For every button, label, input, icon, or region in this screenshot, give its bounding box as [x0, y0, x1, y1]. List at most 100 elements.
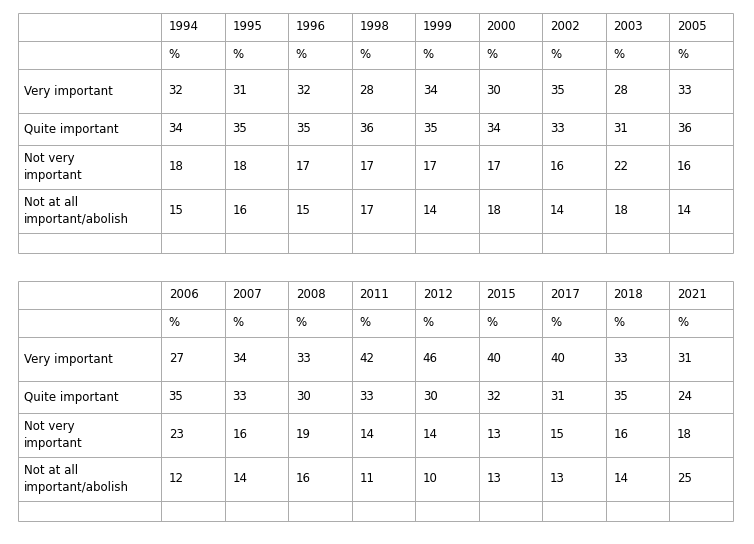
- Text: Not very
important: Not very important: [24, 420, 83, 450]
- Text: 14: 14: [614, 473, 629, 485]
- Text: 34: 34: [423, 84, 438, 97]
- Text: 33: 33: [360, 391, 374, 404]
- Text: 32: 32: [169, 84, 183, 97]
- Text: 15: 15: [550, 429, 565, 442]
- Text: 17: 17: [360, 160, 374, 174]
- Text: Very important: Very important: [24, 353, 113, 366]
- Text: 25: 25: [677, 473, 692, 485]
- Text: 32: 32: [486, 391, 501, 404]
- Text: 2007: 2007: [232, 288, 262, 301]
- Text: 35: 35: [614, 391, 628, 404]
- Text: 17: 17: [296, 160, 311, 174]
- Text: 11: 11: [360, 473, 374, 485]
- Text: 17: 17: [486, 160, 501, 174]
- Text: 1994: 1994: [169, 21, 198, 34]
- Text: 35: 35: [423, 122, 437, 135]
- Text: 2015: 2015: [486, 288, 516, 301]
- Text: 31: 31: [677, 353, 692, 366]
- Text: 2017: 2017: [550, 288, 580, 301]
- Text: 33: 33: [296, 353, 311, 366]
- Text: 33: 33: [550, 122, 565, 135]
- Text: 46: 46: [423, 353, 438, 366]
- Text: 33: 33: [232, 391, 247, 404]
- Text: 35: 35: [296, 122, 311, 135]
- Text: 40: 40: [486, 353, 501, 366]
- Text: 2008: 2008: [296, 288, 326, 301]
- Text: 31: 31: [232, 84, 247, 97]
- Text: 32: 32: [296, 84, 311, 97]
- Text: 17: 17: [360, 205, 374, 218]
- Text: 14: 14: [360, 429, 374, 442]
- Text: %: %: [169, 317, 179, 330]
- Text: %: %: [550, 48, 561, 61]
- Text: 16: 16: [550, 160, 565, 174]
- Text: 16: 16: [232, 429, 247, 442]
- Text: 2018: 2018: [614, 288, 643, 301]
- Text: 14: 14: [423, 429, 438, 442]
- Text: 40: 40: [550, 353, 565, 366]
- Text: 35: 35: [232, 122, 247, 135]
- Text: 1999: 1999: [423, 21, 453, 34]
- Text: %: %: [232, 48, 244, 61]
- Text: 14: 14: [677, 205, 692, 218]
- Text: 12: 12: [169, 473, 184, 485]
- Text: 2012: 2012: [423, 288, 452, 301]
- Text: Very important: Very important: [24, 84, 113, 97]
- Text: 36: 36: [677, 122, 692, 135]
- Text: 18: 18: [614, 205, 628, 218]
- Text: 24: 24: [677, 391, 692, 404]
- Text: %: %: [677, 317, 688, 330]
- Text: 14: 14: [550, 205, 565, 218]
- Text: 34: 34: [486, 122, 501, 135]
- Text: 18: 18: [232, 160, 247, 174]
- Text: 23: 23: [169, 429, 183, 442]
- Text: 18: 18: [169, 160, 183, 174]
- Text: 16: 16: [232, 205, 247, 218]
- Text: 14: 14: [423, 205, 438, 218]
- Text: 33: 33: [614, 353, 628, 366]
- Text: 19: 19: [296, 429, 311, 442]
- Text: %: %: [296, 48, 307, 61]
- Text: Quite important: Quite important: [24, 122, 118, 135]
- Text: 15: 15: [169, 205, 183, 218]
- Text: 28: 28: [360, 84, 374, 97]
- Text: 31: 31: [550, 391, 565, 404]
- Text: 34: 34: [169, 122, 183, 135]
- Text: 30: 30: [423, 391, 437, 404]
- Text: 18: 18: [486, 205, 501, 218]
- Text: %: %: [296, 317, 307, 330]
- Text: 16: 16: [614, 429, 629, 442]
- Text: 13: 13: [486, 473, 501, 485]
- Text: 16: 16: [296, 473, 311, 485]
- Text: 42: 42: [360, 353, 374, 366]
- Text: %: %: [360, 317, 370, 330]
- Text: 14: 14: [232, 473, 247, 485]
- Text: Quite important: Quite important: [24, 391, 118, 404]
- Text: %: %: [360, 48, 370, 61]
- Text: %: %: [423, 317, 434, 330]
- Text: %: %: [232, 317, 244, 330]
- Text: %: %: [550, 317, 561, 330]
- Text: %: %: [169, 48, 179, 61]
- Text: 2003: 2003: [614, 21, 643, 34]
- Text: 2002: 2002: [550, 21, 580, 34]
- Text: 30: 30: [486, 84, 501, 97]
- Text: 36: 36: [360, 122, 374, 135]
- Text: %: %: [677, 48, 688, 61]
- Text: 35: 35: [169, 391, 183, 404]
- Text: 2011: 2011: [360, 288, 389, 301]
- Text: 1998: 1998: [360, 21, 389, 34]
- Text: 31: 31: [614, 122, 628, 135]
- Text: %: %: [486, 48, 498, 61]
- Text: 2021: 2021: [677, 288, 707, 301]
- Text: 35: 35: [550, 84, 565, 97]
- Text: 34: 34: [232, 353, 247, 366]
- Text: %: %: [486, 317, 498, 330]
- Text: 15: 15: [296, 205, 311, 218]
- Text: 30: 30: [296, 391, 311, 404]
- Text: %: %: [614, 317, 624, 330]
- Text: 1996: 1996: [296, 21, 326, 34]
- Text: 13: 13: [550, 473, 565, 485]
- Text: %: %: [423, 48, 434, 61]
- Text: 28: 28: [614, 84, 628, 97]
